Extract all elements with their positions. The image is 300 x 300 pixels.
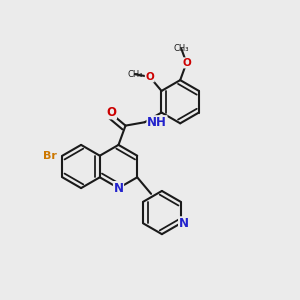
- Text: Br: Br: [43, 151, 56, 161]
- Text: O: O: [106, 106, 116, 119]
- Text: O: O: [182, 58, 191, 68]
- Text: N: N: [178, 217, 189, 230]
- Text: CH₃: CH₃: [127, 70, 142, 79]
- Text: CH₃: CH₃: [174, 44, 189, 53]
- Text: O: O: [145, 72, 154, 82]
- Text: N: N: [113, 182, 124, 195]
- Text: NH: NH: [147, 116, 167, 129]
